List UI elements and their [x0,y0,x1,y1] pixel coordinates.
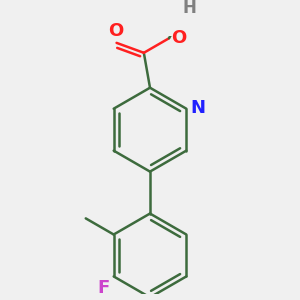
Text: H: H [183,0,197,17]
Text: F: F [98,279,110,297]
Text: O: O [108,22,123,40]
Text: N: N [190,99,205,117]
Text: O: O [172,29,187,47]
